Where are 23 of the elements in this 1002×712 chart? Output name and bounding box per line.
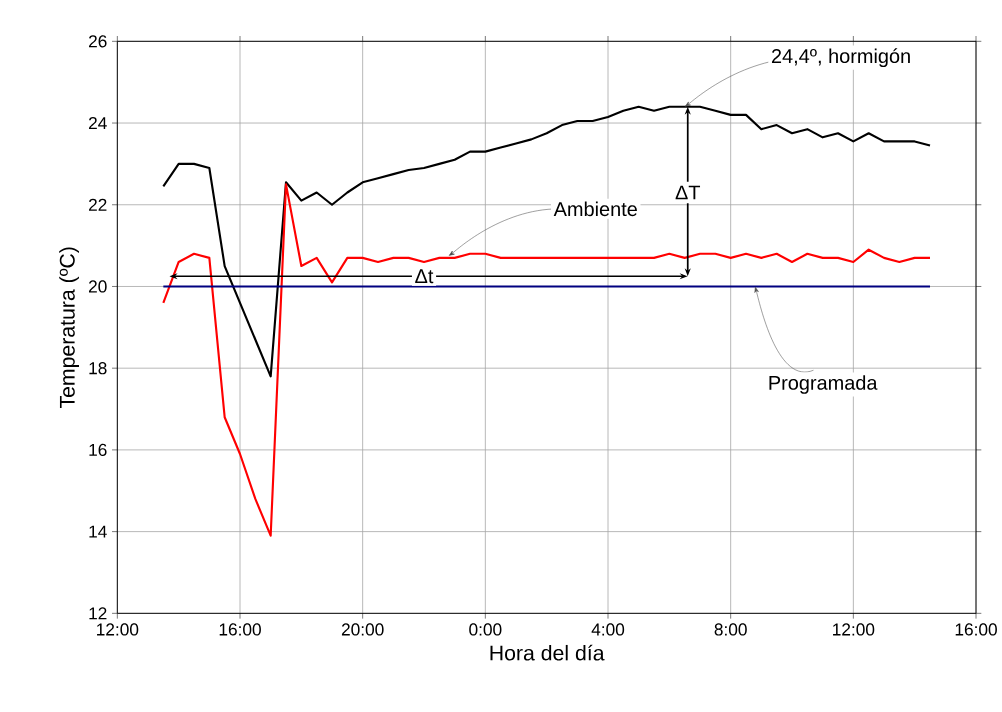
y-tick-label: 20 xyxy=(88,280,107,293)
x-tick-label: 12:00 xyxy=(97,623,139,636)
y-axis-title: Temperatura (ºC) xyxy=(59,247,80,409)
x-tick-label: 4:00 xyxy=(591,623,625,636)
x-axis-title: Hora del día xyxy=(490,644,605,661)
y-tick-label: 24 xyxy=(88,117,107,130)
y-tick-label: 16 xyxy=(89,443,107,457)
annotation: ΔT xyxy=(675,185,701,200)
x-tick-label: 0:00 xyxy=(469,623,502,636)
x-tick-label: 16:00 xyxy=(219,623,261,636)
y-tick-label: 12 xyxy=(89,607,107,620)
y-tick-label: 22 xyxy=(88,198,107,211)
annotation: Ambiente xyxy=(553,201,637,217)
x-tick-label: 12:00 xyxy=(833,623,875,636)
annotation: Programada xyxy=(769,375,878,394)
x-tick-label: 20:00 xyxy=(341,623,384,636)
x-tick-label: 16:00 xyxy=(955,623,997,636)
y-tick-label: 14 xyxy=(89,525,107,538)
x-tick-label: 8:00 xyxy=(714,623,747,636)
y-tick-label: 26 xyxy=(88,35,107,48)
y-tick-label: 18 xyxy=(89,362,107,375)
annotation: 24,4º, hormigón xyxy=(771,48,910,68)
annotation: Δt xyxy=(415,269,434,284)
